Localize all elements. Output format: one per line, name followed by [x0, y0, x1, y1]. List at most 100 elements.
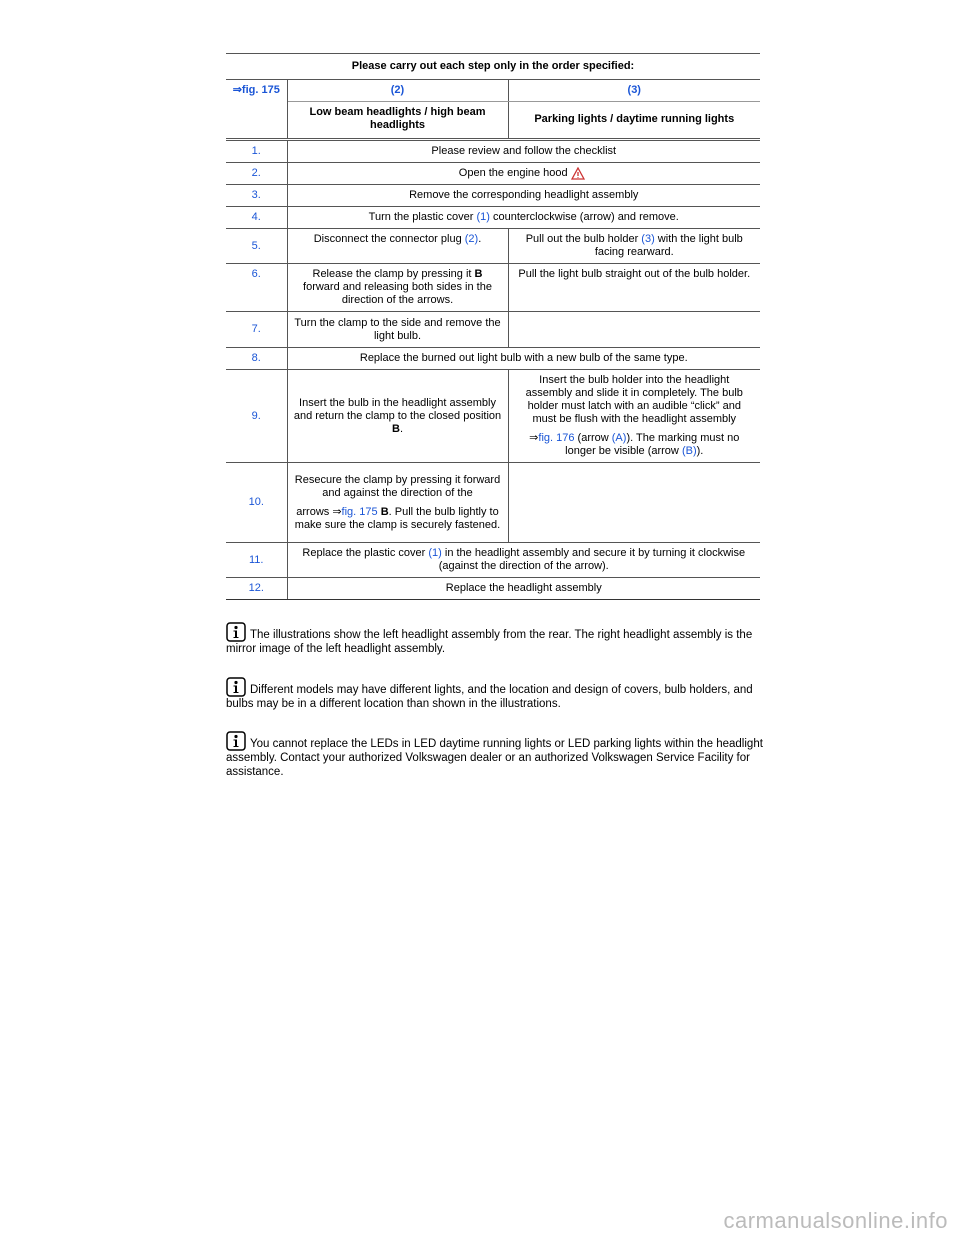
text: 1.	[226, 139, 288, 163]
paragraph: arrows ⇒fig. 175 B. Pull the bulb lightl…	[294, 506, 502, 532]
table-row: Low beam headlights / high beam headligh…	[226, 101, 761, 141]
table-cell: Remove the corresponding headlight assem…	[287, 184, 761, 207]
text: ). The marking must no longer be visible…	[565, 432, 740, 457]
text: Different models may have different ligh…	[226, 684, 753, 710]
text: 12.	[226, 577, 288, 600]
steps-table: Please carry out each step only in the o…	[226, 53, 761, 600]
info-icon	[226, 677, 246, 697]
text: B	[474, 268, 483, 280]
text: Release the clamp by pressing it	[312, 268, 475, 280]
table-cell: ⇒fig. 175	[226, 79, 288, 141]
text: The illustrations show the left headligh…	[226, 629, 753, 655]
table-cell: Resecure the clamp by pressing it forwar…	[287, 462, 509, 543]
text: counterclockwise (arrow) and remove.	[489, 211, 679, 223]
table-row: 3. Remove the corresponding headlight ass…	[226, 184, 761, 207]
table-row: 1. Please review and follow the checklist	[226, 139, 761, 163]
text: (1)	[428, 547, 442, 559]
text: ).	[696, 445, 704, 457]
text: . Pull the bulb lightly to make sure the…	[294, 505, 501, 531]
table-row: 6. Release the clamp by pressing it B for…	[226, 263, 761, 312]
text: B	[391, 422, 400, 435]
text: fig. 175	[341, 505, 378, 518]
table-cell: Replace the plastic cover (1) in the hea…	[287, 542, 761, 578]
table-cell: Turn the plastic cover (1) counterclockw…	[287, 206, 761, 229]
text: (A)	[611, 432, 627, 444]
text: Insert the bulb in the headlight assembl…	[293, 396, 502, 422]
table: Please carry out each step only in the o…	[226, 53, 761, 600]
text: .	[399, 422, 403, 435]
text: (2)	[287, 79, 509, 102]
table-row: 2. Open the engine hood	[226, 162, 761, 185]
paragraph: Insert the bulb holder into the headligh…	[515, 374, 755, 426]
text: Replace the headlight assembly	[445, 582, 602, 594]
text: 6.	[226, 263, 288, 312]
text: Replace the burned out light bulb with a…	[359, 352, 688, 364]
table-cell: Open the engine hood	[287, 162, 761, 185]
text: (3)	[508, 79, 761, 102]
text: arrows ⇒	[296, 505, 342, 518]
table-row: 7. Turn the clamp to the side and remove …	[226, 311, 761, 348]
text: .	[478, 233, 482, 245]
text: Pull the light bulb straight out of the …	[518, 268, 751, 280]
info-icon	[226, 731, 246, 751]
text: Remove the corresponding headlight assem…	[409, 189, 639, 201]
text: ⇒	[529, 432, 539, 444]
table-row: 8. Replace the burned out light bulb with…	[226, 347, 761, 370]
text: 10.	[226, 462, 288, 543]
note: Different models may have different ligh…	[226, 677, 766, 711]
text: Insert the bulb holder into the headligh…	[525, 374, 743, 425]
table-row: 12. Replace the headlight assembly	[226, 577, 761, 600]
text: 2.	[226, 162, 288, 185]
table-cell: Insert the bulb in the headlight assembl…	[287, 369, 509, 463]
text: (B)	[681, 445, 697, 457]
table-row: Please carry out each step only in the o…	[226, 53, 761, 80]
text: 4.	[226, 206, 288, 229]
watermark: carmanualsonline.info	[723, 1208, 948, 1233]
text: 7.	[226, 311, 288, 348]
paragraph: Resecure the clamp by pressing it forwar…	[294, 474, 502, 500]
text: B	[377, 505, 389, 518]
table-cell: Release the clamp by pressing it B forwa…	[287, 263, 509, 312]
text: Parking lights / daytime running lights	[508, 101, 761, 141]
text: in the headlight assembly and secure it …	[438, 547, 746, 572]
text: Low beam headlights / high beam headligh…	[287, 101, 509, 141]
table-row: 4. Turn the plastic cover (1) countercloc…	[226, 206, 761, 229]
table-row: 11. Replace the plastic cover (1) in the …	[226, 542, 761, 578]
paragraph: ⇒fig. 176 (arrow (A)). The marking must …	[515, 432, 755, 458]
text: 8.	[226, 347, 288, 370]
table-cell: Replace the burned out light bulb with a…	[287, 347, 761, 370]
text: Please carry out each step only in the o…	[226, 53, 761, 80]
text: (3)	[641, 233, 655, 245]
text: 11.	[226, 542, 288, 578]
text: Resecure the clamp by pressing it forwar…	[294, 473, 501, 499]
table-cell: Pull out the bulb holder (3) with the li…	[508, 228, 761, 264]
table-cell: Insert the bulb holder into the headligh…	[508, 369, 761, 463]
text: ⇒fig. 175	[232, 84, 280, 96]
text: Replace the plastic cover	[302, 547, 429, 559]
text: 3.	[226, 184, 288, 207]
note: The illustrations show the left headligh…	[226, 622, 766, 656]
text: forward and releasing both sides in the …	[303, 281, 492, 306]
note: You cannot replace the LEDs in LED dayti…	[226, 731, 766, 779]
text: Open the engine hood	[458, 167, 568, 179]
info-icon	[226, 622, 246, 642]
text: Turn the clamp to the side and remove th…	[294, 316, 501, 342]
table-row: 5. Disconnect the connector plug (2). Pull…	[226, 228, 761, 264]
table-cell: Disconnect the connector plug (2).	[287, 228, 509, 264]
text: 9.	[226, 369, 288, 463]
text: You cannot replace the LEDs in LED dayti…	[226, 738, 763, 778]
text: with the light bulb facing rearward.	[594, 233, 743, 258]
text: fig. 176	[538, 432, 575, 444]
table-cell	[508, 311, 761, 348]
text: Turn the plastic cover	[368, 211, 477, 223]
text: Pull out the bulb holder	[525, 233, 642, 245]
text: (2)	[464, 233, 479, 245]
table-cell: Pull the light bulb straight out of the …	[508, 263, 761, 312]
table-cell: Turn the clamp to the side and remove th…	[287, 311, 509, 348]
table-cell	[508, 462, 761, 543]
text: (1)	[476, 211, 490, 223]
text: Disconnect the connector plug	[313, 233, 465, 245]
table-row: 9. Insert the bulb in the headlight assem…	[226, 369, 761, 463]
table-cell: Please review and follow the checklist	[287, 139, 761, 163]
